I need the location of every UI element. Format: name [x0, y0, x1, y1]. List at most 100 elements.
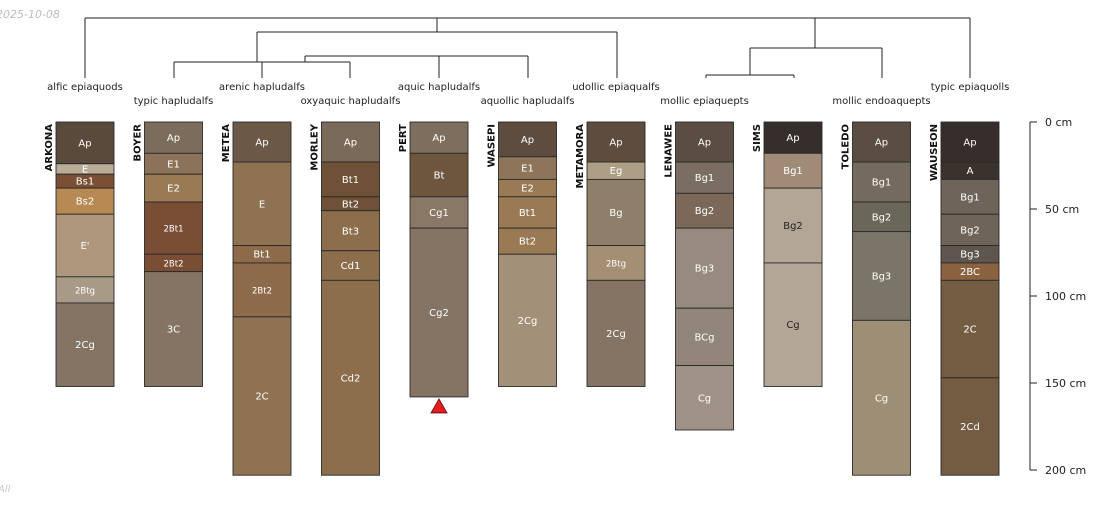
- profile-name: LENAWEE: [664, 124, 675, 178]
- horizon-label: Bg2: [783, 221, 803, 232]
- profile-name: BOYER: [133, 124, 144, 162]
- taxon-label: alfic epiaquods: [47, 82, 123, 93]
- profile-name: MORLEY: [310, 123, 321, 170]
- horizon-label: Bg3: [960, 250, 980, 261]
- horizon-label: Bt1: [519, 208, 536, 219]
- profile-wasepi: Ap E1 E2 Bt1 Bt2 2Cg WASEPI: [487, 121, 557, 387]
- taxon-label: mollic endoaquepts: [832, 96, 930, 107]
- depth-tick-label: 100 cm: [1045, 290, 1086, 303]
- horizon-ap: [144, 121, 203, 154]
- horizon-label: 2Cd: [960, 422, 980, 433]
- horizon-ap: [321, 121, 380, 163]
- horizon-2bt2: [232, 262, 292, 318]
- horizon-label: Ap: [344, 138, 357, 149]
- horizon-label: Bt: [434, 171, 445, 182]
- horizon-2cd: [940, 377, 1000, 476]
- taxon-label: typic epiaquolls: [931, 82, 1010, 93]
- horizon-label: 2Cg: [75, 340, 95, 351]
- horizon-cg: [675, 365, 734, 431]
- horizon-label: Bg2: [960, 225, 980, 236]
- date-stamp: 2025-10-08: [0, 8, 60, 21]
- horizon-bs2: [55, 187, 115, 215]
- profile-arkona: Ap E Bs1 Bs2 E' 2Btg 2Cg ARKONA: [44, 121, 115, 387]
- profile-name: ARKONA: [44, 124, 55, 172]
- horizon-ap: [409, 121, 469, 154]
- horizon-label: Ap: [521, 135, 534, 146]
- depth-tick-label: 200 cm: [1045, 464, 1086, 477]
- horizon-label: 2C: [963, 325, 976, 336]
- horizon-cd1: [321, 250, 380, 281]
- horizon-label: Cg: [698, 393, 711, 404]
- horizon-label: Bg1: [783, 166, 803, 177]
- horizon-label: Bg2: [695, 206, 715, 217]
- horizon-2bt1: [144, 201, 203, 255]
- taxon-label: aquollic hapludalfs: [481, 96, 575, 107]
- dendrogram: [84, 17, 971, 78]
- horizon-ap: [940, 121, 1000, 163]
- profile-metea: Ap E Bt1 2Bt2 2C METEA: [221, 121, 292, 476]
- profile-lenawee: Ap Bg1 Bg2 Bg3 BCg Cg LENAWEE: [664, 121, 734, 431]
- profile-name: TOLEDO: [841, 124, 852, 169]
- profile-name: SIMS: [752, 124, 763, 152]
- horizon-label: 2Btg: [75, 286, 95, 296]
- taxon-label: typic hapludalfs: [134, 96, 214, 107]
- horizon-label: Bg1: [872, 178, 892, 189]
- horizon-label: 2Btg: [606, 259, 626, 269]
- horizon-label: Bg1: [960, 192, 980, 203]
- horizon-label: Bs1: [76, 177, 94, 188]
- horizon-label: Ap: [432, 133, 445, 144]
- horizon-label: Bg3: [872, 271, 892, 282]
- profile-name: PERT: [398, 124, 409, 152]
- horizon-label: Bg3: [695, 264, 715, 275]
- profile-metamora: Ap Eg Bg 2Btg 2Cg METAMORA: [575, 121, 646, 387]
- horizon-e: [55, 213, 115, 278]
- horizon-bg1: [763, 152, 823, 189]
- horizon-bg1: [852, 161, 911, 203]
- horizon-label: E1: [167, 159, 180, 170]
- horizon-label: E: [259, 199, 265, 210]
- horizon-2c: [232, 316, 292, 476]
- horizon-2cg: [55, 302, 115, 387]
- horizon-2btg: [586, 245, 646, 281]
- horizon-label: Bt2: [342, 199, 359, 210]
- horizon-label: 2BC: [960, 267, 980, 278]
- horizon-label: Bg2: [872, 212, 892, 223]
- horizon-label: Ap: [698, 138, 711, 149]
- horizon-2cg: [586, 279, 646, 387]
- profile-wauseon: Ap A Bg1 Bg2 Bg3 2BC 2C 2Cd WAUSEON: [929, 121, 1000, 476]
- horizon-bg2: [940, 213, 1000, 246]
- horizon-bg1: [940, 178, 1000, 215]
- taxon-label: oxyaquic hapludalfs: [301, 96, 401, 107]
- horizon-label: Eg: [610, 166, 623, 177]
- profile-boyer: Ap E1 E2 2Bt1 2Bt2 3C BOYER: [133, 121, 203, 387]
- horizon-label: Bt3: [342, 226, 359, 237]
- horizon-ap: [232, 121, 292, 163]
- horizon-label: 2Bt1: [164, 225, 184, 235]
- taxon-label: udollic epiaqualfs: [572, 82, 660, 93]
- horizon-label: Bt2: [519, 237, 536, 248]
- horizon-label: E1: [521, 164, 534, 175]
- horizon-label: Ap: [875, 138, 888, 149]
- horizon-label: E: [82, 164, 88, 175]
- profile-morley: Ap Bt1 Bt2 Bt3 Cd1 Cd2 MORLEY: [310, 121, 380, 476]
- horizon-2cg: [498, 253, 557, 387]
- depth-tick-label: 50 cm: [1045, 203, 1079, 216]
- profile-pert: Ap Bt Cg1 Cg2 PERT: [398, 121, 469, 398]
- horizon-label: Cg2: [429, 308, 449, 319]
- horizon-cd2: [321, 279, 380, 476]
- horizon-label: 2Cg: [518, 316, 538, 327]
- horizon-ap: [852, 121, 911, 163]
- profile-toledo: Ap Bg1 Bg2 Bg3 Cg TOLEDO: [841, 121, 911, 476]
- horizon-label: E2: [167, 184, 180, 195]
- horizon-label: 2Cg: [606, 329, 626, 340]
- horizon-bt1: [321, 161, 380, 198]
- horizon-label: Cg1: [429, 208, 449, 219]
- horizon-cg2: [409, 227, 469, 398]
- marker-triangle: [430, 398, 448, 414]
- horizon-label: 3C: [167, 325, 180, 336]
- profile-name: WAUSEON: [929, 124, 940, 181]
- horizon-label: E2: [521, 184, 534, 195]
- horizon-cg1: [409, 196, 469, 229]
